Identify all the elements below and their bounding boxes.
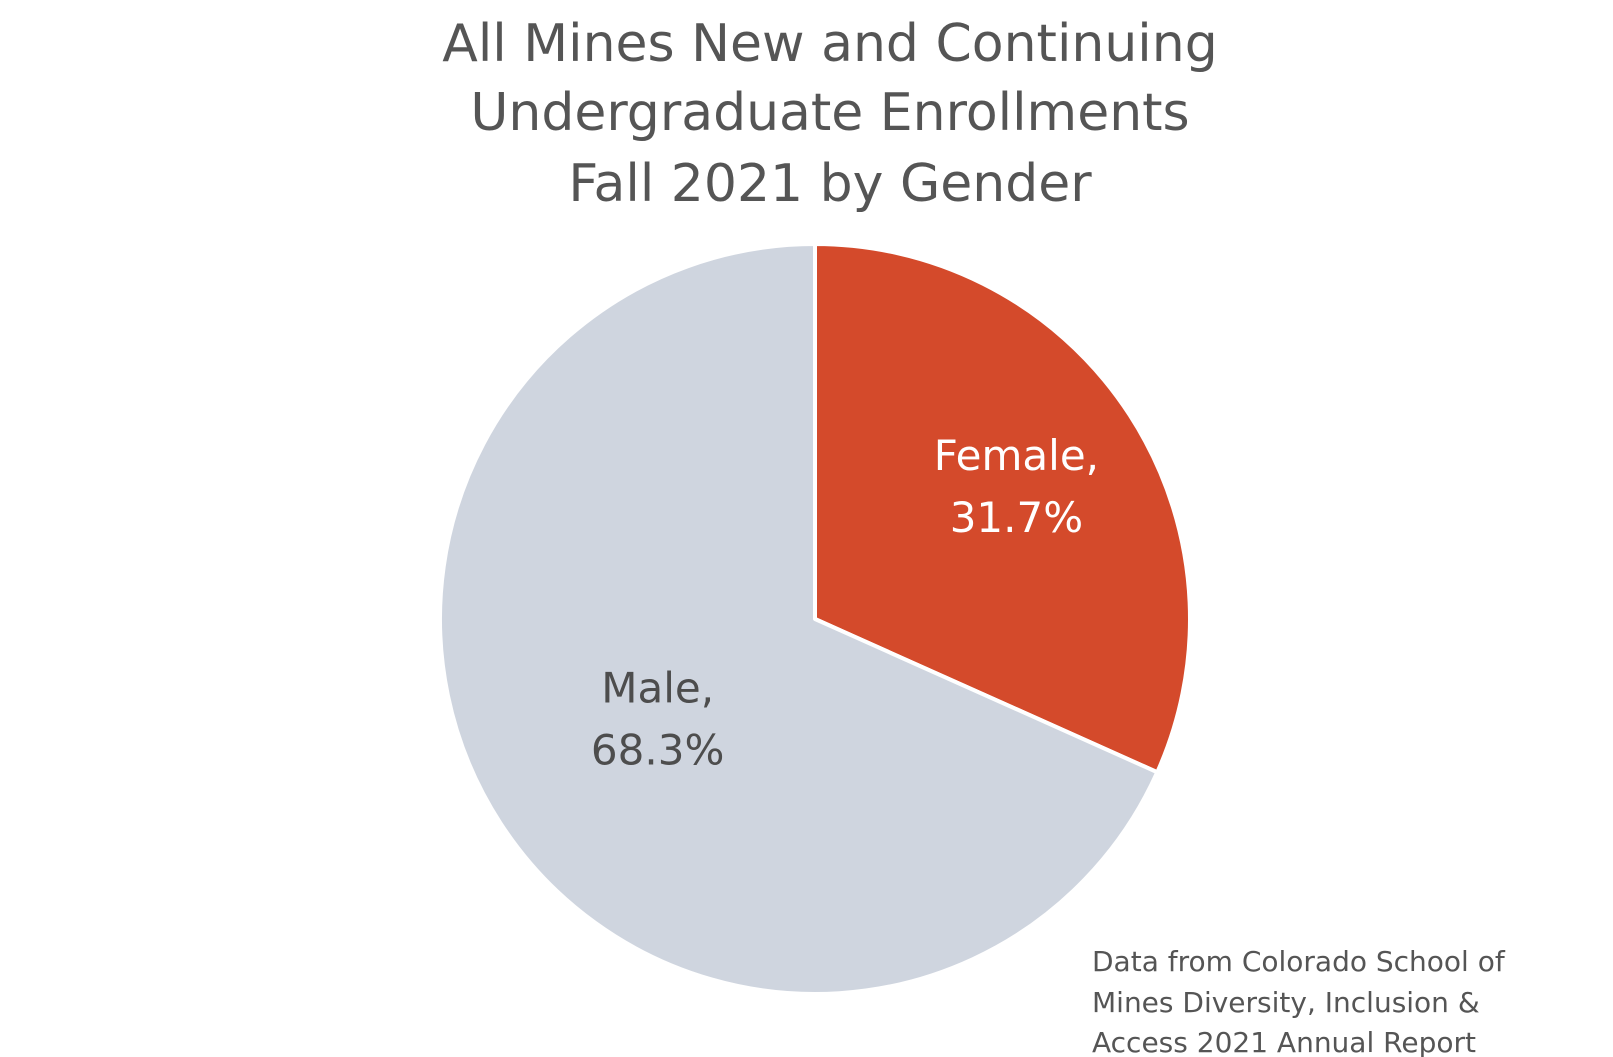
source-note: Mines Diversity, Inclusion & (1092, 986, 1480, 1019)
slice-label: Male, (601, 663, 714, 712)
chart-title: Undergraduate Enrollments (470, 83, 1189, 143)
source-note: Data from Colorado School of (1092, 945, 1506, 978)
pie-slice (813, 242, 1192, 775)
slice-value-label: 68.3% (591, 725, 724, 774)
slice-label: Female, (934, 431, 1099, 480)
pie (438, 242, 1192, 996)
slice-value-label: 31.7% (950, 493, 1083, 542)
source-note: Access 2021 Annual Report (1092, 1026, 1476, 1057)
chart-title: All Mines New and Continuing (442, 14, 1217, 74)
chart-title: Fall 2021 by Gender (568, 154, 1092, 214)
pie-slice (438, 242, 1160, 996)
